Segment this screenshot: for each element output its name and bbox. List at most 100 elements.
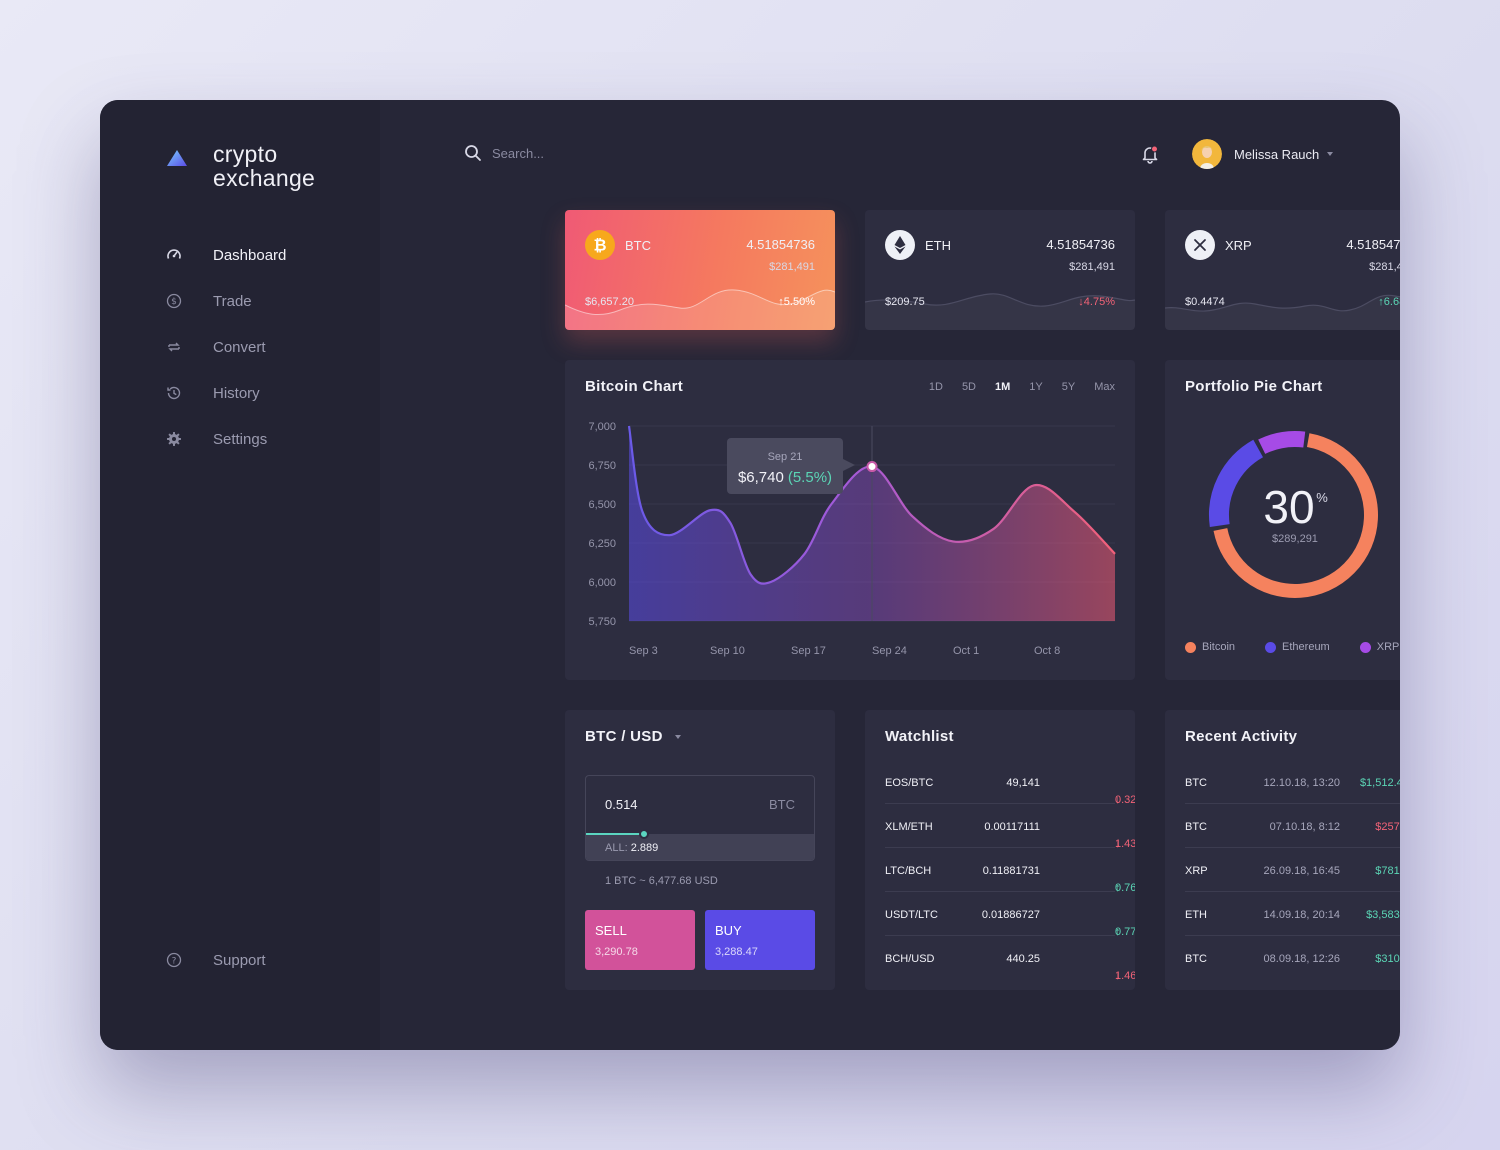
range-5y[interactable]: 5Y — [1061, 381, 1076, 393]
activity-row[interactable]: BTC 12.10.18, 13:20 $1,512.414 — [1185, 760, 1400, 804]
search-icon — [465, 145, 481, 161]
arrow-down-icon: ↓ — [1078, 296, 1084, 308]
sidebar-item-trade[interactable]: $ Trade — [166, 278, 286, 324]
portfolio-legend: Bitcoin Ethereum XRP — [1185, 641, 1400, 653]
y-tick-label: 6,750 — [588, 460, 616, 472]
x-tick-label: Oct 8 — [1034, 645, 1060, 657]
all-balance[interactable]: ALL: 2.889 — [605, 842, 658, 854]
sidebar-item-dashboard[interactable]: Dashboard — [166, 232, 286, 278]
coin-card-xrp[interactable]: XRP 4.51854736 $281,491 $0.4474 ↑6.68% — [1165, 210, 1400, 330]
history-icon — [166, 385, 182, 401]
highlight-point[interactable] — [866, 461, 878, 473]
activity-amount: $3,583.81 — [1366, 909, 1400, 921]
pair-selector[interactable]: BTC / USD — [585, 728, 681, 745]
watchlist-row[interactable]: XLM/ETH 0.00117111 ↓1.43% — [885, 804, 1135, 850]
trade-card: BTC / USD 0.514 BTC ALL: 2.889 1 BTC ~ 6… — [565, 710, 835, 990]
svg-text:$: $ — [171, 297, 177, 307]
range-1y[interactable]: 1Y — [1029, 381, 1043, 393]
bitcoin-chart-card: Bitcoin Chart 1D 5D 1M 1Y 5Y Max — [565, 360, 1135, 680]
donut-segment-xrp[interactable] — [1258, 431, 1306, 455]
all-value: 2.889 — [630, 842, 659, 854]
watchlist-title: Watchlist — [885, 728, 954, 745]
legend-label: Bitcoin — [1202, 641, 1236, 653]
recent-activity-card: Recent Activity BTC 12.10.18, 13:20 $1,512… — [1165, 710, 1400, 990]
sidebar-item-history[interactable]: History — [166, 370, 286, 416]
legend-ethereum: Ethereum — [1265, 641, 1330, 653]
coin-change-value: 4.75% — [1083, 296, 1115, 308]
portfolio-percent: 30 — [1263, 481, 1314, 533]
legend-label: XRP — [1376, 641, 1400, 653]
watchlist-row[interactable]: BCH/USD 440.25 ↓1.46% — [885, 936, 1135, 982]
amount-value[interactable]: 0.514 — [605, 797, 638, 812]
sidebar-item-support[interactable]: ? Support — [166, 937, 266, 983]
logo[interactable]: crypto exchange — [166, 142, 315, 190]
activity-title: Recent Activity — [1185, 728, 1298, 745]
activity-row[interactable]: ETH 14.09.18, 20:14 $3,583.81 — [1185, 892, 1400, 936]
coin-card-eth[interactable]: ETH 4.51854736 $281,491 $209.75 ↓4.75% — [865, 210, 1135, 330]
range-1d[interactable]: 1D — [928, 381, 943, 393]
sidebar-item-label: Convert — [213, 338, 266, 356]
arrow-up-icon: ↑ — [1115, 882, 1121, 894]
donut-segment-bitcoin[interactable] — [1213, 433, 1378, 598]
gear-icon — [166, 431, 182, 447]
sidebar-item-label: Support — [213, 951, 266, 969]
notification-bell-icon[interactable] — [1140, 144, 1160, 164]
coin-amount: 4.51854736 — [1046, 237, 1115, 252]
arrow-down-icon: ↓ — [1115, 794, 1121, 806]
watchlist-row[interactable]: USDT/LTC 0.01886727 ↑0.77% — [885, 892, 1135, 938]
sidebar-item-label: Dashboard — [213, 246, 287, 264]
coin-header: ETH — [885, 230, 951, 260]
activity-row[interactable]: BTC 07.10.18, 8:12 $257.89 — [1185, 804, 1400, 848]
watchlist-row[interactable]: LTC/BCH 0.11881731 ↑0.76% — [885, 848, 1135, 894]
app-window: crypto exchange Dashboard $ Trade — [100, 100, 1400, 1050]
pair-name: BCH/USD — [885, 953, 935, 965]
amount-slider-handle[interactable] — [638, 829, 649, 839]
sidebar-item-settings[interactable]: Settings — [166, 416, 286, 462]
svg-text:?: ? — [172, 957, 177, 967]
coin-change: ↓4.75% — [1078, 296, 1115, 308]
amount-input-box[interactable]: 0.514 BTC ALL: 2.889 — [585, 775, 815, 861]
pair-name: XLM/ETH — [885, 821, 933, 833]
coin-card-btc[interactable]: ₿ BTC 4.51854736 $281,491 $6,657.20 ↑5.5… — [565, 210, 835, 330]
sidebar-item-convert[interactable]: Convert — [166, 324, 286, 370]
sidebar-item-label: History — [213, 384, 260, 402]
y-tick-label: 6,250 — [588, 538, 616, 550]
chevron-down-icon — [674, 734, 681, 739]
sidebar-nav: Dashboard $ Trade Convert History — [166, 232, 286, 462]
y-tick-label: 6,000 — [588, 577, 616, 589]
portfolio-card: Portfolio Pie Chart 30 % $289,291 Bitcoi… — [1165, 360, 1400, 680]
ethereum-icon — [885, 230, 915, 260]
user-menu[interactable]: Melissa Rauch — [1192, 139, 1334, 169]
pair-label: BTC / USD — [585, 728, 663, 745]
x-axis: Sep 3 Sep 10 Sep 17 Sep 24 Oct 1 Oct 8 — [629, 645, 1060, 657]
y-tick-label: 6,500 — [588, 499, 616, 511]
portfolio-value: $289,291 — [1272, 533, 1318, 545]
all-label: ALL: — [605, 842, 628, 854]
activity-date: 26.09.18, 16:45 — [1263, 865, 1340, 877]
x-tick-label: Sep 17 — [791, 645, 826, 657]
sell-button[interactable]: SELL 3,290.78 — [585, 910, 695, 970]
buy-button[interactable]: BUY 3,288.47 — [705, 910, 815, 970]
y-tick-label: 5,750 — [588, 616, 616, 628]
watchlist-row[interactable]: EOS/BTC 49,141 ↓0.32% — [885, 760, 1135, 806]
amount-slider-track[interactable] — [586, 834, 814, 860]
activity-row[interactable]: XRP 26.09.18, 16:45 $781.23 — [1185, 848, 1400, 892]
range-5d[interactable]: 5D — [961, 381, 976, 393]
coin-price: $6,657.20 — [585, 296, 634, 308]
buy-value: 3,288.47 — [715, 946, 758, 958]
activity-row[interactable]: BTC 08.09.18, 12:26 $310.21 — [1185, 936, 1400, 980]
range-1m[interactable]: 1M — [995, 381, 1011, 393]
activity-date: 12.10.18, 13:20 — [1263, 777, 1340, 789]
search-bar[interactable] — [464, 144, 692, 162]
legend-dot — [1265, 641, 1277, 653]
arrow-down-icon: ↓ — [1115, 970, 1121, 982]
range-max[interactable]: Max — [1094, 381, 1115, 393]
portfolio-donut-chart[interactable]: 30 % $289,291 — [1165, 360, 1400, 680]
buy-label: BUY — [715, 923, 742, 938]
chart-tooltip: Sep 21 $6,740 (5.5%) — [727, 438, 855, 494]
donut-segment-ethereum[interactable] — [1209, 439, 1264, 527]
activity-date: 07.10.18, 8:12 — [1269, 821, 1340, 833]
search-input[interactable] — [492, 145, 692, 161]
